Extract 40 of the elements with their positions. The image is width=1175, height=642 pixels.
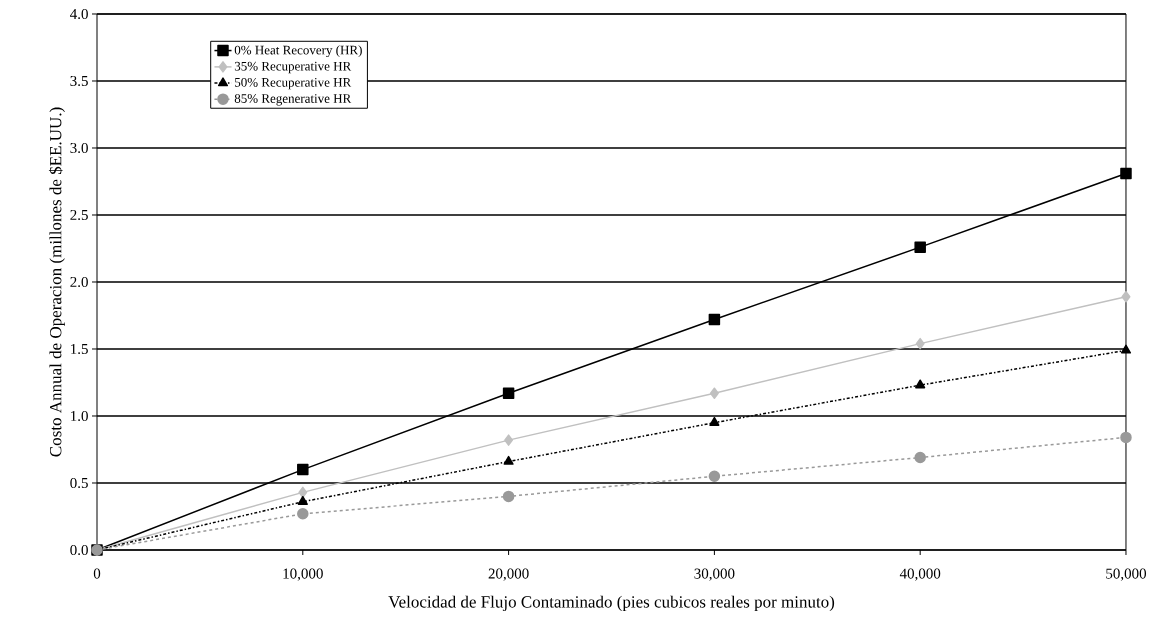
legend-label: 35% Recuperative HR <box>234 61 352 74</box>
point <box>915 379 926 389</box>
point <box>709 387 719 399</box>
x-tick-label: 0 <box>93 568 101 579</box>
y-axis-title: Costo Annual de Operacion (millones de $EE.UU.) <box>48 107 65 457</box>
legend-label: 50% Recuperative HR <box>235 77 352 90</box>
legend-label: 85% Regenerative HR <box>234 94 352 106</box>
x-tick-label: 40,000 <box>899 568 941 581</box>
legend-label: 0% Heat Recovery (HR) <box>234 45 362 58</box>
point <box>1120 431 1132 444</box>
point <box>504 434 514 446</box>
point <box>708 313 721 326</box>
x-axis-title: Velocidad de Flujo Contaminado (pies cubicos reales por minuto) <box>388 595 835 612</box>
point <box>502 387 515 399</box>
y-tick-label: 0.5 <box>70 477 88 489</box>
point <box>709 416 720 426</box>
point <box>503 455 514 465</box>
y-tick-label: 3.5 <box>70 75 88 87</box>
point <box>297 496 308 505</box>
y-tick-label: 0.0 <box>70 544 88 556</box>
point <box>1120 167 1132 180</box>
y-tick-label: 4.0 <box>70 8 88 20</box>
point <box>297 508 309 520</box>
point <box>297 463 309 476</box>
point <box>1121 290 1131 303</box>
point <box>915 337 925 350</box>
y-tick-label: 1.5 <box>71 343 88 355</box>
y-tick-label: 2.5 <box>70 209 88 221</box>
y-tick-label: 2.0 <box>70 276 88 288</box>
x-tick-label: 10,000 <box>283 568 323 581</box>
x-tick-label: 50,000 <box>1106 568 1147 581</box>
point <box>502 490 515 503</box>
point <box>914 451 926 464</box>
y-tick-label: 3.0 <box>70 142 88 154</box>
x-tick-label: 30,000 <box>694 568 735 581</box>
point <box>914 241 926 253</box>
point <box>1120 344 1132 354</box>
x-tick-label: 20,000 <box>488 568 529 581</box>
y-tick-label: 1.0 <box>71 410 88 422</box>
point <box>708 470 721 483</box>
